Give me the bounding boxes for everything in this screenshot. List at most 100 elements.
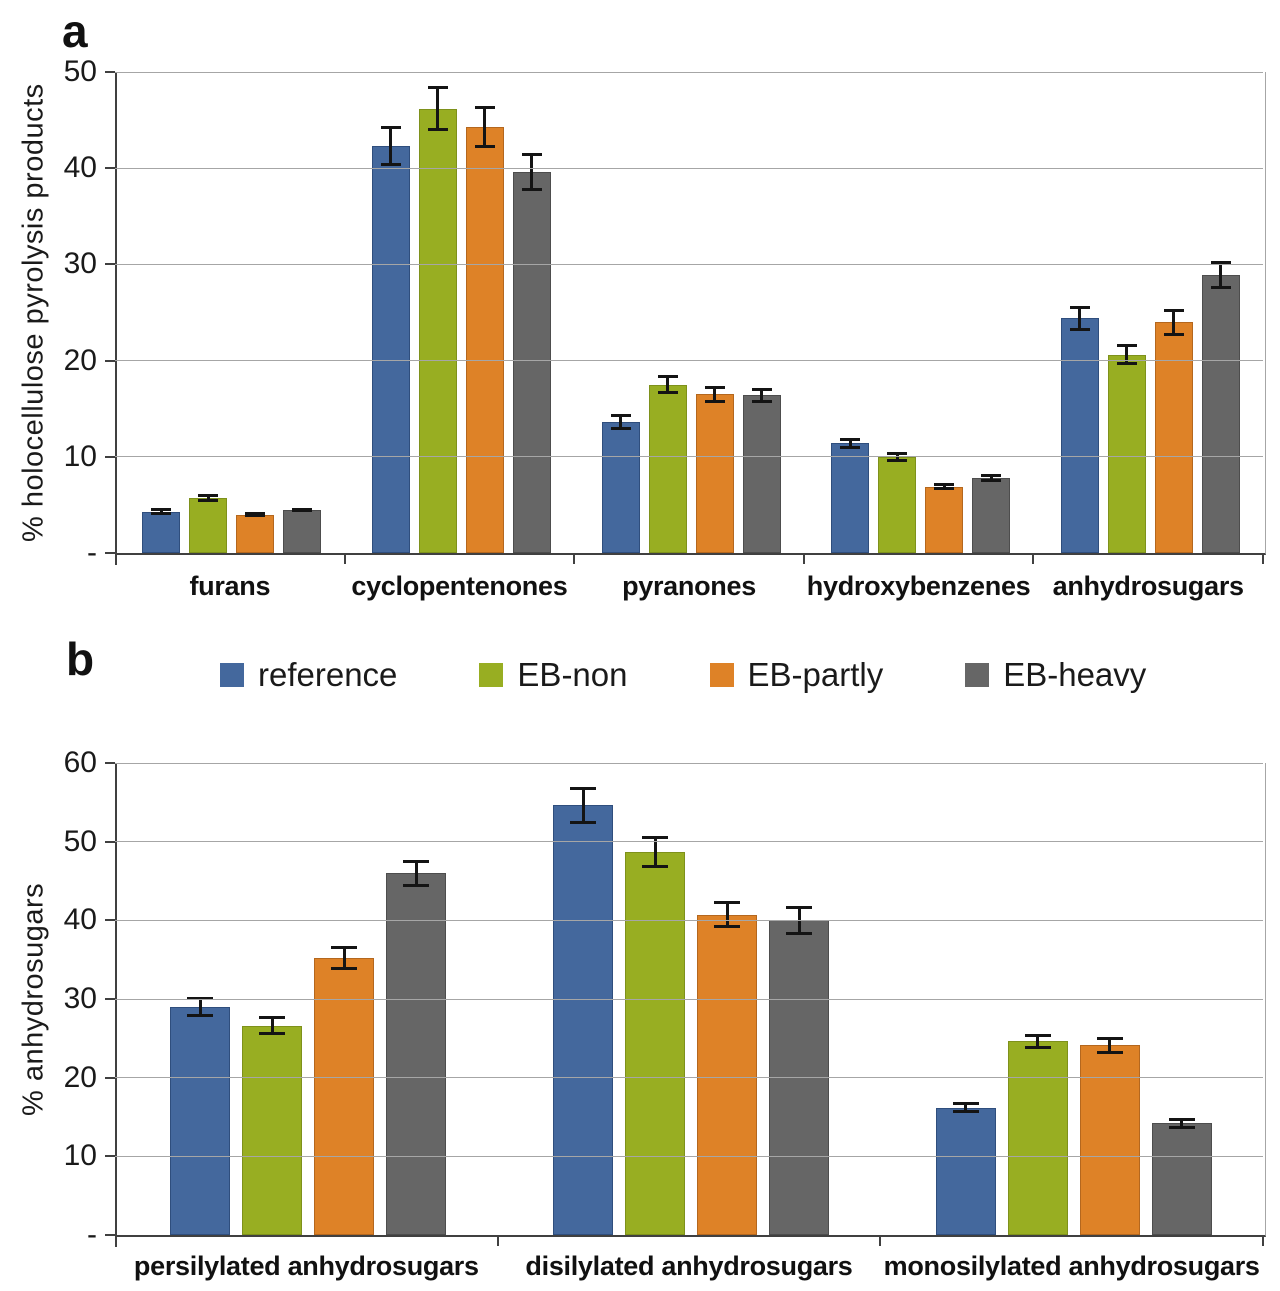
y-axis-tick-a-0 — [105, 552, 115, 554]
error-bar-cap-top — [331, 946, 358, 950]
error-bar-EB-partly-a-0 — [245, 511, 266, 518]
bar-reference-a-3 — [831, 443, 870, 553]
bar-reference-a-4 — [1060, 318, 1099, 553]
error-bar-line — [653, 836, 657, 868]
panel-b-letter: b — [66, 633, 95, 685]
category-label-a-4: anhydrosugars — [1052, 571, 1244, 601]
legend-label-EB-non: EB-non — [517, 656, 628, 693]
error-bar-cap-bottom — [642, 864, 668, 868]
error-bar-reference-a-1 — [380, 125, 401, 167]
error-bar-cap-bottom — [474, 145, 495, 148]
x-axis-tick-a-2 — [802, 555, 805, 564]
error-bar-cap-top — [751, 387, 772, 391]
error-bar-line — [848, 437, 852, 450]
bar-EB-non-a-1 — [418, 108, 457, 553]
error-bar-cap-bottom — [380, 163, 401, 167]
y-axis-tick-b-0 — [105, 1234, 115, 1236]
error-bar-line — [270, 1016, 274, 1036]
error-bar-cap-bottom — [1168, 1125, 1195, 1129]
error-bar-cap-bottom — [1024, 1046, 1051, 1050]
error-bar-cap-bottom — [1163, 332, 1184, 336]
x-axis-tick-b-2 — [1262, 1237, 1264, 1246]
error-bar-cap-bottom — [610, 426, 631, 430]
gridline-b-20 — [115, 1077, 1263, 1079]
error-bar-cap-bottom — [887, 458, 908, 462]
y-axis-tick-b-40 — [105, 919, 115, 922]
error-bar-EB-heavy-b-2 — [1168, 1117, 1195, 1129]
bar-EB-heavy-a-2 — [742, 395, 781, 553]
error-bar-reference-a-4 — [1069, 305, 1090, 331]
error-bar-cap-bottom — [198, 499, 219, 503]
error-bar-line — [1078, 305, 1082, 331]
error-bar-cap-top — [570, 787, 596, 791]
error-bar-line — [342, 946, 346, 970]
error-bar-line — [1108, 1036, 1112, 1055]
x-axis-tick-a-4 — [1262, 555, 1264, 564]
y-tick-label-a-0: - — [87, 536, 97, 569]
error-bar-EB-partly-b-0 — [331, 946, 358, 970]
error-bar-cap-top — [1168, 1117, 1195, 1121]
error-bar-line — [1172, 308, 1176, 336]
error-bar-cap-top — [380, 125, 401, 129]
x-axis-tick-a-1 — [573, 555, 576, 564]
error-bar-EB-non-b-2 — [1024, 1033, 1051, 1050]
error-bar-cap-top — [934, 482, 955, 486]
error-bar-cap-top — [1024, 1033, 1051, 1037]
error-bar-cap-bottom — [1069, 327, 1090, 331]
error-bar-cap-top — [642, 836, 668, 840]
error-bar-cap-top — [840, 437, 861, 441]
error-bar-cap-top — [887, 452, 908, 456]
y-tick-label-a-50: 50 — [63, 55, 97, 88]
error-bar-line — [964, 1102, 968, 1114]
y-tick-label-b-20: 20 — [63, 1060, 97, 1094]
legend-label-EB-partly: EB-partly — [747, 656, 884, 693]
error-bar-EB-heavy-a-4 — [1210, 260, 1231, 290]
error-bar-cap-top — [1096, 1036, 1123, 1040]
gridline-a-50 — [115, 71, 1263, 73]
error-bar-EB-non-b-0 — [259, 1016, 286, 1036]
bar-reference-b-1 — [553, 805, 613, 1235]
error-bar-cap-bottom — [187, 1014, 214, 1018]
category-label-a-3: hydroxybenzenes — [806, 571, 1031, 601]
error-bar-cap-bottom — [245, 514, 266, 518]
bar-EB-non-b-2 — [1007, 1041, 1068, 1235]
error-bar-line — [581, 787, 585, 824]
y-axis-tick-a-10 — [105, 455, 115, 458]
bar-EB-heavy-a-0 — [283, 509, 322, 553]
x-axis-tick-a-3 — [1032, 555, 1035, 564]
y-axis-tick-b-20 — [105, 1076, 115, 1079]
error-bar-line — [483, 105, 487, 148]
error-bar-cap-bottom — [1096, 1051, 1123, 1055]
category-label-a-0: furans — [189, 571, 271, 601]
error-bar-cap-bottom — [259, 1032, 286, 1036]
error-bar-EB-heavy-a-2 — [751, 387, 772, 403]
error-bar-cap-top — [1163, 308, 1184, 312]
error-bar-cap-top — [1069, 305, 1090, 309]
error-bar-line — [159, 507, 163, 516]
error-bar-EB-partly-a-2 — [704, 385, 725, 403]
bar-EB-heavy-a-4 — [1201, 274, 1240, 553]
error-bar-cap-top — [403, 859, 430, 863]
error-bar-EB-heavy-b-0 — [403, 859, 430, 887]
gridline-b-40 — [115, 919, 1263, 921]
error-bar-EB-heavy-a-1 — [521, 152, 542, 192]
error-bar-cap-bottom — [981, 478, 1002, 482]
x-axis-tick-b-1 — [879, 1237, 882, 1246]
category-label-a-2: pyranones — [622, 571, 756, 601]
legend-label-EB-heavy: EB-heavy — [1003, 656, 1147, 693]
error-bar-line — [619, 414, 622, 430]
error-bar-cap-top — [427, 86, 448, 90]
error-bar-line — [942, 482, 946, 491]
bar-EB-partly-b-0 — [314, 958, 375, 1235]
legend-swatch-EB-non — [479, 663, 504, 687]
gridline-b-30 — [115, 998, 1263, 1000]
legend: reference EB-non EB-partly EB-heavy — [220, 655, 1146, 695]
error-bar-EB-non-a-4 — [1116, 344, 1137, 366]
y-tick-label-a-20: 20 — [63, 343, 97, 377]
error-bar-line — [1180, 1117, 1184, 1129]
error-bar-line — [436, 86, 440, 131]
error-bar-cap-bottom — [657, 391, 678, 395]
error-bar-cap-top — [704, 385, 725, 389]
error-bar-reference-b-0 — [187, 996, 214, 1018]
y-axis-tick-b-10 — [105, 1155, 115, 1158]
